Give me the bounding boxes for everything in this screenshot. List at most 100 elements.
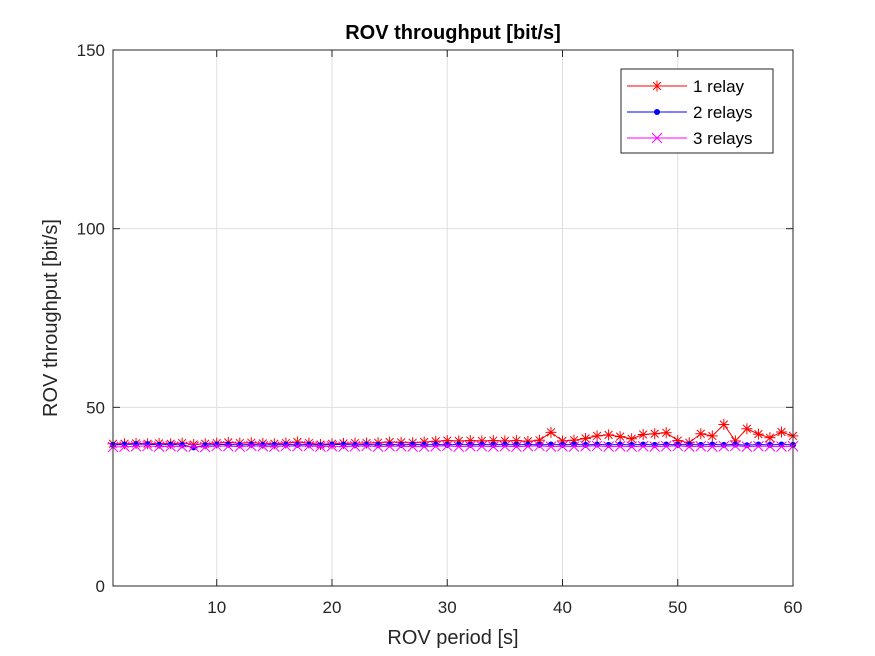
marker-stroke — [476, 440, 488, 452]
marker-stroke — [730, 440, 741, 452]
data-point — [718, 440, 730, 452]
marker-stroke — [592, 431, 602, 441]
series-layer — [107, 418, 799, 453]
marker-stroke — [753, 440, 764, 452]
marker-stroke — [545, 441, 557, 452]
marker-stroke — [418, 441, 430, 452]
marker-stroke — [637, 440, 649, 452]
data-point — [133, 441, 140, 448]
ticks: 10 20 30 40 50 60 0 50 100 150 — [77, 41, 803, 617]
data-point — [326, 440, 338, 452]
marker-stroke — [742, 424, 752, 434]
data-point — [603, 429, 615, 441]
marker-stroke — [651, 132, 663, 144]
marker-stroke — [257, 440, 269, 452]
marker-stroke — [222, 440, 234, 452]
data-point — [695, 440, 707, 452]
data-point — [199, 441, 211, 453]
data-point — [683, 441, 695, 452]
data-point — [444, 441, 451, 448]
x-tick-label: 10 — [207, 598, 226, 617]
marker-stroke — [211, 440, 223, 452]
data-point — [580, 440, 591, 452]
y-tick-label: 150 — [77, 41, 105, 60]
data-point — [292, 440, 303, 452]
data-point — [121, 441, 128, 448]
axes-box — [112, 49, 794, 587]
legend-label: 1 relay — [693, 77, 745, 96]
marker-stroke — [718, 440, 730, 452]
marker-stroke — [706, 441, 718, 452]
x-tick-label: 60 — [784, 598, 803, 617]
marker-stroke — [245, 440, 257, 452]
marker-stroke — [199, 441, 211, 453]
marker-dot — [444, 441, 451, 448]
marker-dot — [121, 441, 128, 448]
series-3 — [107, 440, 799, 453]
marker-dot — [190, 444, 197, 451]
data-point — [686, 441, 693, 448]
marker-stroke — [188, 441, 200, 452]
data-point — [672, 440, 684, 452]
data-point — [778, 441, 785, 448]
marker-stroke — [534, 440, 545, 452]
marker-stroke — [292, 440, 303, 452]
legend-marker — [651, 132, 663, 144]
data-point — [453, 441, 465, 452]
marker-stroke — [453, 441, 465, 452]
marker-stroke — [384, 440, 395, 452]
data-point — [591, 440, 603, 452]
marker-dot — [409, 441, 416, 448]
legend-item: 2 relays — [627, 103, 753, 122]
x-tick-label: 50 — [668, 598, 687, 617]
data-point — [534, 440, 545, 452]
marker-stroke — [719, 420, 729, 429]
marker-stroke — [234, 441, 246, 452]
marker-stroke — [512, 436, 521, 445]
marker-stroke — [176, 441, 188, 452]
marker-dot — [547, 441, 554, 448]
marker-stroke — [604, 430, 613, 440]
data-point — [142, 440, 153, 452]
data-point — [660, 440, 672, 452]
marker-stroke — [303, 440, 315, 452]
marker-stroke — [741, 441, 753, 452]
marker-stroke — [130, 440, 142, 452]
marker-dot — [571, 441, 578, 448]
data-point — [165, 440, 176, 452]
data-point — [764, 432, 776, 444]
data-point — [234, 441, 246, 452]
marker-stroke — [372, 441, 384, 452]
data-point — [557, 440, 568, 452]
data-point — [280, 440, 292, 452]
data-point — [568, 441, 580, 452]
series-line — [112, 445, 794, 448]
data-point — [476, 440, 488, 452]
data-point — [409, 441, 416, 448]
marker-stroke — [349, 440, 361, 452]
data-point — [340, 441, 347, 448]
chart-title: ROV throughput [bit/s] — [345, 22, 561, 44]
data-point — [211, 440, 223, 452]
data-point — [269, 441, 280, 452]
marker-stroke — [581, 434, 590, 443]
data-point — [706, 441, 718, 452]
marker-dot — [455, 441, 462, 448]
data-point — [706, 430, 718, 442]
data-point — [407, 441, 419, 452]
x-tick-label: 20 — [323, 598, 342, 617]
marker-stroke — [683, 441, 695, 452]
marker-stroke — [652, 81, 662, 91]
marker-stroke — [464, 440, 476, 452]
marker-dot — [709, 441, 716, 448]
data-point — [176, 441, 188, 452]
data-point — [741, 423, 753, 435]
data-point — [649, 441, 661, 452]
marker-stroke — [696, 429, 706, 439]
marker-stroke — [395, 440, 407, 452]
legend: 1 relay 2 relays 3 relays — [620, 68, 774, 154]
marker-dot — [778, 441, 785, 448]
marker-stroke — [489, 436, 498, 445]
data-point — [464, 440, 476, 452]
data-point — [338, 441, 349, 452]
